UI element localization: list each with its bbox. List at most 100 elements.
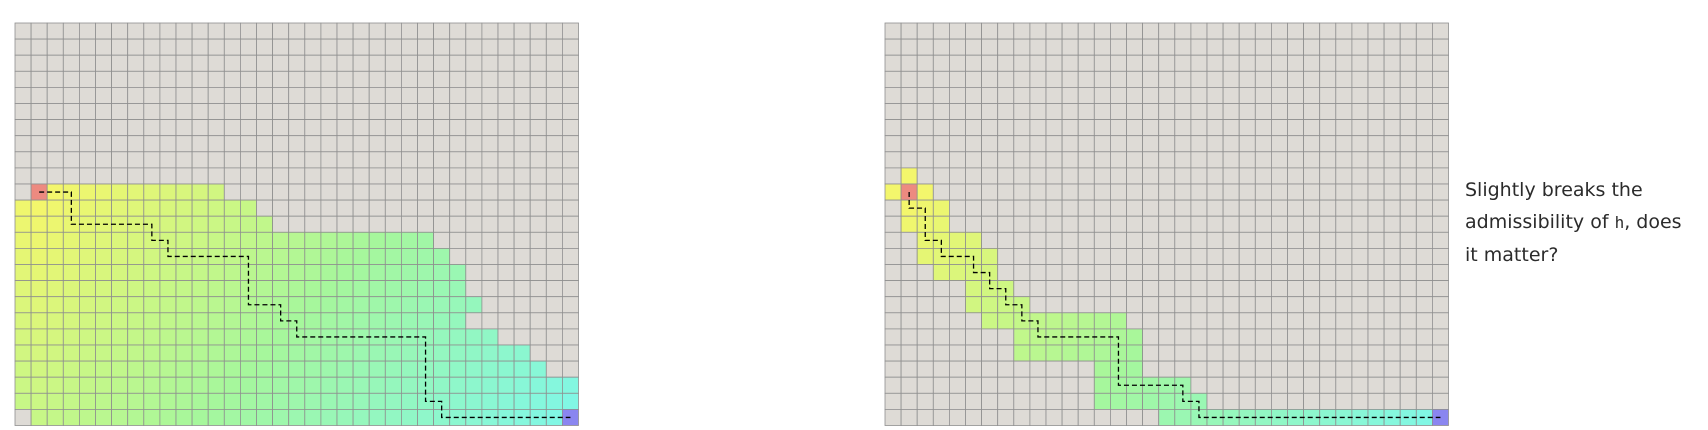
grid-cell <box>481 151 499 169</box>
grid-cell <box>1045 408 1063 426</box>
explored-cell <box>111 199 129 217</box>
explored-cell <box>95 199 113 217</box>
grid-cell <box>1287 328 1305 346</box>
explored-cell <box>79 344 96 362</box>
grid-cell <box>1238 22 1256 40</box>
grid-cell <box>1142 408 1160 426</box>
explored-cell <box>223 392 241 410</box>
grid-cell <box>545 344 563 362</box>
explored-cell <box>256 376 274 394</box>
grid-cell <box>207 54 225 72</box>
grid-cell <box>143 119 161 137</box>
grid-cell <box>207 87 225 104</box>
explored-cell <box>191 264 209 282</box>
grid-cell <box>884 376 902 394</box>
grid-cell <box>1158 199 1176 217</box>
explored-cell <box>352 247 370 265</box>
grid-cell <box>900 328 918 346</box>
explored-cell <box>465 328 483 346</box>
grid-cell <box>1367 119 1385 137</box>
explored-cell <box>336 408 354 426</box>
explored-cell <box>288 231 306 249</box>
grid-inadmissible <box>870 0 1450 430</box>
grid-cell <box>304 103 322 121</box>
grid-cell <box>159 54 177 72</box>
grid-cell <box>1142 151 1160 169</box>
grid-cell <box>1190 344 1208 362</box>
grid-cell <box>1045 167 1063 185</box>
grid-cell <box>529 280 547 298</box>
grid-cell <box>1126 151 1144 169</box>
explored-cell <box>159 199 177 217</box>
explored-cell <box>46 296 64 314</box>
grid-cell <box>1351 103 1369 121</box>
grid-cell <box>1383 231 1401 249</box>
grid-cell <box>1126 54 1144 72</box>
grid-cell <box>884 231 902 249</box>
grid-cell <box>1126 280 1144 298</box>
explored-cell <box>400 312 418 330</box>
grid-cell <box>1319 119 1337 137</box>
grid-cell <box>1351 247 1369 265</box>
explored-cell <box>30 360 48 378</box>
grid-cell <box>1142 231 1160 249</box>
grid-cell <box>1303 328 1321 346</box>
grid-cell <box>159 135 177 153</box>
grid-cell <box>1399 296 1417 314</box>
grid-cell <box>433 135 451 153</box>
grid-cell <box>1367 344 1385 362</box>
grid-cell <box>239 167 257 185</box>
grid-cell <box>30 70 48 88</box>
grid-cell <box>1174 70 1192 88</box>
grid-cell <box>304 135 322 153</box>
grid-cell <box>400 54 418 72</box>
explored-cell <box>111 296 129 314</box>
grid-cell <box>1206 392 1224 410</box>
explored-cell <box>320 312 338 330</box>
grid-cell <box>191 54 209 72</box>
grid-cell <box>1061 296 1079 314</box>
grid-cell <box>320 38 338 56</box>
grid-cell <box>965 392 983 410</box>
grid-cell <box>336 183 354 201</box>
grid-cell <box>207 151 225 169</box>
grid-cell <box>191 87 209 104</box>
grid-cell <box>127 54 145 72</box>
grid-cell <box>1190 70 1208 88</box>
explored-cell <box>304 360 322 378</box>
grid-cell <box>336 119 354 137</box>
grid-cell <box>1142 87 1160 104</box>
grid-cell <box>1270 360 1288 378</box>
explored-cell <box>352 264 370 282</box>
grid-cell <box>465 135 483 153</box>
grid-cell <box>965 344 983 362</box>
grid-cell <box>1335 151 1353 169</box>
explored-cell <box>239 344 257 362</box>
grid-cell <box>400 215 418 233</box>
grid-cell <box>320 22 338 40</box>
grid-cell <box>1029 87 1047 104</box>
explored-cell <box>481 328 499 346</box>
grid-cell <box>932 312 950 330</box>
grid-cell <box>79 151 96 169</box>
grid-cell <box>1238 183 1256 201</box>
grid-cell <box>497 103 515 121</box>
grid-cell <box>481 215 499 233</box>
grid-cell <box>465 151 483 169</box>
grid-cell <box>545 103 563 121</box>
grid-cell <box>465 119 483 137</box>
explored-cell <box>223 312 241 330</box>
grid-cell <box>320 151 338 169</box>
grid-cell <box>513 135 531 153</box>
grid-cell <box>1270 312 1288 330</box>
grid-cell <box>884 119 902 137</box>
path-line <box>39 191 571 419</box>
grid-cell <box>1383 199 1401 217</box>
grid-cell <box>562 38 579 56</box>
grid-cell <box>1399 103 1417 121</box>
grid-cell <box>368 183 386 201</box>
explored-cell <box>336 231 354 249</box>
grid-cell <box>997 167 1015 185</box>
grid-cell <box>1077 38 1095 56</box>
explored-cell <box>239 360 257 378</box>
